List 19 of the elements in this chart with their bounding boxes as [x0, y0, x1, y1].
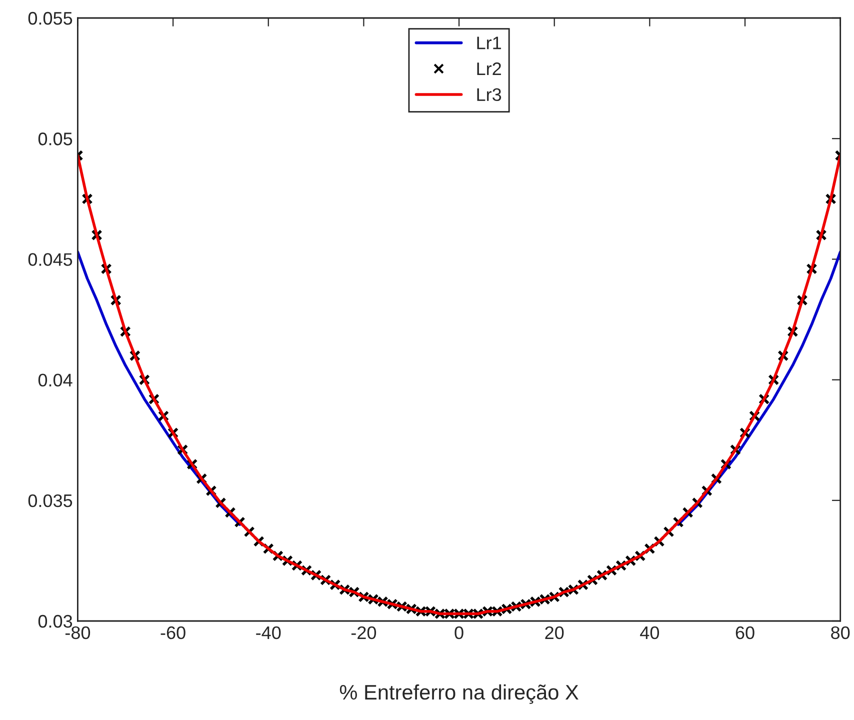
x-tick-label: 40 [640, 626, 660, 640]
x-tick-label: -60 [160, 626, 186, 640]
y-tick-label: 0.045 [28, 253, 72, 266]
x-tick-label: 0 [454, 626, 464, 640]
x-tick-label: 20 [545, 626, 564, 640]
x-tick-label: -40 [256, 626, 281, 640]
y-tick-label: 0.05 [38, 132, 72, 146]
x-tick-label: -20 [351, 626, 376, 640]
y-tick-label: 0.055 [28, 12, 72, 25]
x-tick-label: -80 [65, 626, 90, 640]
legend-label: Lr2 [477, 62, 501, 75]
x-axis-title: % Entreferro na direção X [340, 684, 578, 704]
x-tick-label: 80 [831, 626, 850, 640]
y-tick-label: 0.035 [28, 494, 72, 508]
y-tick-label: 0.04 [38, 374, 72, 387]
x-tick-label: 60 [736, 626, 754, 640]
legend-label: Lr1 [477, 36, 501, 50]
legend-label: Lr3 [477, 88, 502, 102]
y-tick-label: 0.03 [38, 614, 72, 628]
